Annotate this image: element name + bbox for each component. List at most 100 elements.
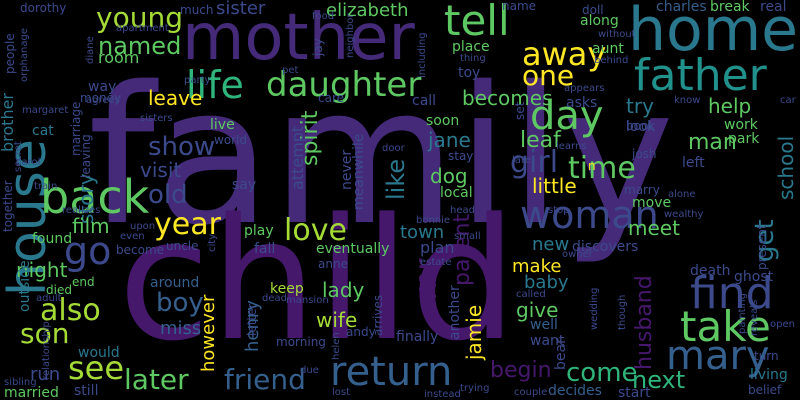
word-car: car (780, 95, 796, 106)
word-living: living (750, 367, 788, 383)
word-jay: jay (311, 38, 325, 56)
word-realizes: realizes (62, 205, 101, 216)
word-josh: josh (632, 147, 657, 161)
word-plan: plan (420, 238, 455, 257)
word-painting: painting (737, 293, 748, 334)
word-married: married (4, 385, 59, 400)
word-child: child (118, 182, 517, 378)
word-outside: outside (17, 260, 33, 312)
word-discovers: discovers (572, 239, 639, 255)
word-man: man (688, 130, 737, 155)
word-attempt: attempt (288, 125, 307, 190)
word-uncle: uncle (166, 239, 199, 253)
word-local: local (440, 185, 473, 201)
word-wedding: wedding (589, 287, 600, 331)
word-baby: baby (524, 272, 569, 293)
word-find: find (690, 268, 774, 319)
word-dog: dog (430, 164, 468, 188)
word-cat: cat (32, 123, 54, 139)
word-year: year (154, 207, 221, 242)
word-couple: couple (514, 387, 548, 398)
word-ghost: ghost (734, 269, 774, 285)
word-keep: keep (270, 281, 304, 297)
word-belief: belief (748, 383, 782, 397)
word-return: return (330, 349, 453, 395)
word-charles: charles (656, 0, 707, 15)
word-elizabeth: elizabeth (326, 0, 409, 21)
word-back: back (40, 170, 150, 224)
word-bonnie: bonnie (416, 215, 451, 226)
word-adult: adult (36, 293, 62, 304)
word-anne: anne (318, 257, 348, 271)
word-like: like (382, 158, 410, 200)
word-night: night (16, 258, 68, 282)
word-say: say (232, 177, 257, 193)
word-one: one (522, 59, 575, 92)
word-train: train (34, 181, 58, 192)
word-around: around (150, 275, 200, 291)
word-even: even (120, 231, 145, 242)
word-carol: carol (16, 157, 41, 168)
word-stay: stay (448, 149, 474, 163)
word-woman: woman (520, 193, 659, 237)
word-film: film (72, 214, 110, 238)
word-late: late (512, 155, 531, 166)
word-without: without (598, 29, 636, 40)
word-another: another (447, 285, 463, 340)
word-lost: lost (332, 387, 351, 398)
word-meet: meet (628, 216, 680, 240)
word-head: head (450, 205, 475, 216)
word-agrees: agrees (86, 95, 120, 106)
word-play: play (244, 223, 274, 239)
word-mother: mother (182, 1, 415, 75)
word-little: little (532, 174, 577, 198)
word-love: love (284, 213, 347, 248)
word-well: well (530, 317, 558, 333)
word-time: time (568, 151, 636, 186)
word-room: room (98, 48, 140, 67)
word-sibling: sibling (4, 377, 37, 388)
word-much: much (180, 3, 214, 17)
word-begin: begin (490, 358, 552, 383)
word-place: place (452, 39, 490, 55)
word-diane: diane (85, 36, 96, 64)
word-city: city (207, 233, 218, 252)
word-meanwhile: meanwhile (351, 133, 367, 210)
word-found: found (32, 231, 73, 247)
word-boy: boy (156, 288, 204, 318)
word-make: make (512, 256, 562, 277)
word-parent: parent (450, 213, 475, 286)
word-left: left (682, 155, 705, 171)
word-real: real (760, 0, 787, 15)
word-soon: soon (426, 113, 460, 129)
word-work: work (724, 117, 758, 133)
word-move: move (632, 195, 672, 211)
word-go: go (64, 229, 112, 273)
word-named: named (98, 32, 182, 60)
word-book: book (626, 119, 656, 133)
word-along: along (580, 13, 619, 29)
word-mansion: mansion (286, 295, 329, 306)
word-would: would (78, 345, 120, 361)
word-help: help (708, 94, 752, 118)
word-town: town (400, 222, 445, 243)
word-husband: husband (632, 275, 657, 370)
word-look: look (626, 119, 656, 135)
word-son: son (20, 317, 70, 350)
word-death: death (690, 263, 731, 279)
word-present: present (755, 224, 769, 270)
word-thing: thing (460, 53, 486, 64)
word-margaret: margaret (22, 105, 69, 116)
word-upon: upon (130, 221, 156, 232)
word-break: break (710, 0, 750, 15)
word-still: still (74, 383, 99, 399)
word-mary: mary (666, 333, 770, 379)
word-end: end (72, 275, 95, 289)
word-dorothy: dorothy (20, 1, 67, 15)
word-sister: sister (216, 0, 266, 19)
word-run: run (30, 364, 61, 385)
word-decides: decides (548, 383, 602, 399)
word-small: small (454, 231, 481, 242)
word-friend: friend (224, 363, 306, 396)
